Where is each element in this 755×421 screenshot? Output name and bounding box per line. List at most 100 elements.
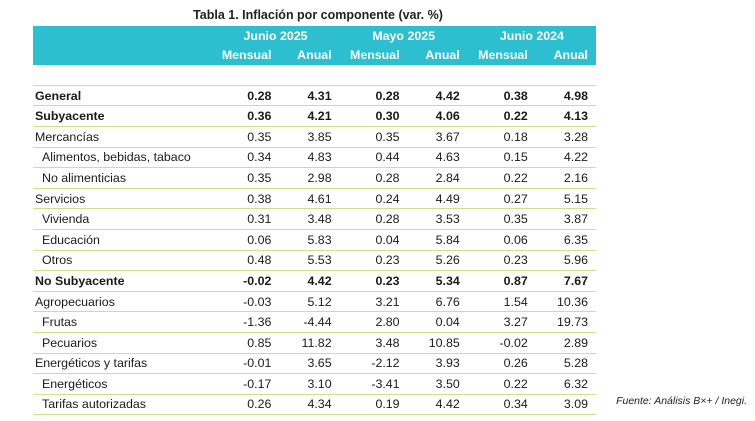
row-label: General	[33, 84, 212, 107]
row-label: Servicios	[33, 188, 212, 210]
header-empty-cell	[33, 45, 212, 66]
table-row-educacion: Educación 0.06 5.83 0.04 5.84 0.06 6.35	[33, 229, 596, 251]
cell-value: 0.28	[211, 84, 278, 107]
cell-value: 0.35	[211, 167, 278, 189]
row-label: Tarifas autorizadas	[33, 394, 212, 416]
subheader-anual: Anual	[277, 45, 340, 66]
table-row-pecuarios: Pecuarios 0.85 11.82 3.48 10.85 -0.02 2.…	[33, 332, 596, 354]
row-label: No Subyacente	[33, 270, 212, 292]
cell-value: 3.93	[405, 353, 468, 375]
cell-value: 0.28	[339, 208, 406, 230]
row-label: Alimentos, bebidas, tabaco	[33, 147, 212, 169]
cell-value: 4.42	[277, 270, 340, 292]
cell-value: 5.96	[533, 250, 596, 272]
cell-value: -0.02	[211, 270, 278, 292]
row-label: Pecuarios	[33, 332, 212, 354]
cell-value: 3.67	[405, 126, 468, 148]
cell-value: 0.22	[467, 105, 534, 127]
group-header-mayo-2025: Mayo 2025	[339, 26, 468, 46]
table-row-no-subyacente: No Subyacente -0.02 4.42 0.23 5.34 0.87 …	[33, 270, 596, 292]
cell-value: -0.03	[211, 291, 278, 313]
cell-value: 0.26	[211, 394, 278, 416]
table-row-alimentos: Alimentos, bebidas, tabaco 0.34 4.83 0.4…	[33, 147, 596, 169]
cell-value: 2.80	[339, 311, 406, 333]
cell-value: 4.83	[277, 147, 340, 169]
cell-value: 3.53	[405, 208, 468, 230]
cell-value: 0.06	[467, 229, 534, 251]
table-row-energeticos-y-tarifas: Energéticos y tarifas -0.01 3.65 -2.12 3…	[33, 353, 596, 375]
table-row-mercancias: Mercancías 0.35 3.85 0.35 3.67 0.18 3.28	[33, 126, 596, 148]
cell-value: 0.87	[467, 270, 534, 292]
cell-value: 0.35	[467, 208, 534, 230]
row-label: Subyacente	[33, 105, 212, 127]
cell-value: 0.35	[339, 126, 406, 148]
cell-value: -0.02	[467, 332, 534, 354]
source-note: Fuente: Análisis B×+ / Inegi.	[616, 395, 747, 407]
cell-value: 0.19	[339, 394, 406, 416]
cell-value: -3.41	[339, 373, 406, 395]
cell-value: 6.35	[533, 229, 596, 251]
cell-value: 3.85	[277, 126, 340, 148]
cell-value: 4.98	[533, 84, 596, 107]
cell-value: -0.17	[211, 373, 278, 395]
cell-value: 0.23	[339, 270, 406, 292]
cell-value: 0.34	[467, 394, 534, 416]
table-row-no-alimenticias: No alimenticias 0.35 2.98 0.28 2.84 0.22…	[33, 167, 596, 189]
cell-value: 4.21	[277, 105, 340, 127]
cell-value: 10.85	[405, 332, 468, 354]
cell-value: 3.28	[533, 126, 596, 148]
cell-value: -2.12	[339, 353, 406, 375]
group-header-junio-2025: Junio 2025	[211, 26, 340, 46]
cell-value: 0.04	[405, 311, 468, 333]
cell-value: 0.23	[467, 250, 534, 272]
table-row-tarifas-autorizadas: Tarifas autorizadas 0.26 4.34 0.19 4.42 …	[33, 394, 596, 416]
cell-value: 5.12	[277, 291, 340, 313]
cell-value: 4.34	[277, 394, 340, 416]
cell-value: 3.65	[277, 353, 340, 375]
row-label: Frutas	[33, 311, 212, 333]
cell-value: 0.26	[467, 353, 534, 375]
cell-value: 0.38	[211, 188, 278, 210]
header-row-subheaders: Mensual Anual Mensual Anual Mensual Anua…	[33, 45, 596, 66]
cell-value: 0.28	[339, 167, 406, 189]
cell-value: 3.87	[533, 208, 596, 230]
subheader-mensual: Mensual	[211, 45, 278, 66]
table-row-agropecuarios: Agropecuarios -0.03 5.12 3.21 6.76 1.54 …	[33, 291, 596, 313]
cell-value: 0.23	[339, 250, 406, 272]
cell-value: 7.67	[533, 270, 596, 292]
cell-value: 3.09	[533, 394, 596, 416]
row-label: Educación	[33, 229, 212, 251]
cell-value: 4.61	[277, 188, 340, 210]
subheader-mensual: Mensual	[339, 45, 406, 66]
cell-value: 0.31	[211, 208, 278, 230]
cell-value: 2.84	[405, 167, 468, 189]
cell-value: 0.28	[339, 84, 406, 107]
cell-value: 3.50	[405, 373, 468, 395]
cell-value: 0.15	[467, 147, 534, 169]
row-label: No alimenticias	[33, 167, 212, 189]
cell-value: 5.26	[405, 250, 468, 272]
cell-value: 1.54	[467, 291, 534, 313]
group-header-junio-2024: Junio 2024	[467, 26, 596, 46]
cell-value: 2.98	[277, 167, 340, 189]
cell-value: 0.27	[467, 188, 534, 210]
table-row-servicios: Servicios 0.38 4.61 0.24 4.49 0.27 5.15	[33, 188, 596, 210]
cell-value: 3.27	[467, 311, 534, 333]
cell-value: 0.34	[211, 147, 278, 169]
cell-value: 4.42	[405, 394, 468, 416]
cell-value: 0.44	[339, 147, 406, 169]
cell-value: 0.36	[211, 105, 278, 127]
cell-value: 6.76	[405, 291, 468, 313]
cell-value: 4.42	[405, 84, 468, 107]
cell-value: 0.30	[339, 105, 406, 127]
header-empty-cell	[33, 26, 212, 46]
table-title: Tabla 1. Inflación por componente (var. …	[193, 8, 443, 22]
cell-value: 0.06	[211, 229, 278, 251]
cell-value: 0.48	[211, 250, 278, 272]
subheader-anual: Anual	[533, 45, 596, 66]
cell-value: 3.48	[339, 332, 406, 354]
cell-value: 3.21	[339, 291, 406, 313]
cell-value: 4.22	[533, 147, 596, 169]
row-label: Mercancías	[33, 126, 212, 148]
cell-value: 0.35	[211, 126, 278, 148]
